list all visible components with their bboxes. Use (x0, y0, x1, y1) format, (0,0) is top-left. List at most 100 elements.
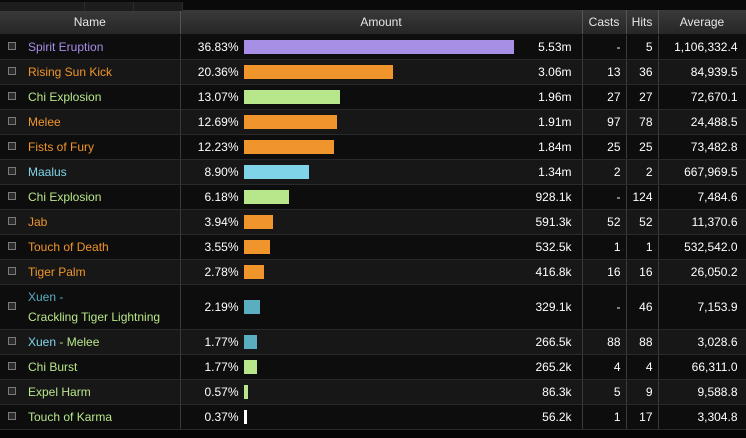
table-row[interactable]: Chi Explosion 13.07% 1.96m 27 27 72,670.1 (0, 84, 746, 110)
table-row[interactable]: Chi Burst 1.77% 265.2k 4 4 66,311.0 (0, 354, 746, 380)
damage-bar (243, 360, 257, 374)
table-row[interactable]: Tiger Palm 2.78% 416.8k 16 16 26,050.2 (0, 259, 746, 285)
ability-name-cell: Touch of Death (0, 234, 181, 260)
amount-cell: 0.37% 56.2k (180, 404, 583, 430)
column-header-casts[interactable]: Casts (582, 10, 627, 35)
ability-name-cell: Xuen - Melee (0, 329, 181, 355)
column-header-amount[interactable]: Amount (180, 10, 583, 35)
casts-value: 25 (582, 134, 627, 160)
expand-toggle-icon[interactable] (8, 67, 16, 75)
ability-name: Touch of Karma (28, 410, 113, 424)
average-value: 72,670.1 (658, 84, 746, 110)
expand-toggle-icon[interactable] (8, 337, 16, 345)
column-header-average[interactable]: Average (658, 10, 746, 35)
damage-bar (243, 300, 260, 314)
expand-toggle-icon[interactable] (8, 387, 16, 395)
expand-toggle-icon[interactable] (8, 412, 16, 420)
ability-name-cell: Xuen - Crackling Tiger Lightning (0, 284, 181, 330)
ability-name-cell: Touch of Karma (0, 404, 181, 430)
table-row[interactable]: Xuen - Melee 1.77% 266.5k 88 88 3,028.6 (0, 329, 746, 355)
expand-toggle-icon[interactable] (8, 362, 16, 370)
hits-value: 27 (626, 84, 659, 110)
average-value: 66,311.0 (658, 354, 746, 380)
expand-toggle-icon[interactable] (8, 192, 16, 200)
percent-value: 2.19% (204, 300, 239, 314)
percent-value: 12.23% (197, 140, 239, 154)
amount-cell: 36.83% 5.53m (180, 34, 583, 60)
ability-name: Expel Harm (28, 385, 91, 399)
damage-bar (243, 335, 257, 349)
casts-value: 1 (582, 404, 627, 430)
table-row[interactable]: Rising Sun Kick 20.36% 3.06m 13 36 84,939.5 (0, 59, 746, 85)
average-value: 1,106,332.4 (658, 34, 746, 60)
expand-toggle-icon[interactable] (8, 92, 16, 100)
expand-toggle-icon[interactable] (8, 242, 16, 250)
table-row[interactable]: Melee 12.69% 1.91m 97 78 24,488.5 (0, 109, 746, 135)
amount-value: 416.8k (535, 265, 572, 279)
percent-value: 0.57% (204, 385, 239, 399)
table-row[interactable]: Expel Harm 0.57% 86.3k 5 9 9,588.8 (0, 379, 746, 405)
percent-value: 12.69% (197, 115, 239, 129)
amount-value: 3.06m (538, 65, 572, 79)
ability-name-cell: Maalus (0, 159, 181, 185)
amount-value: 591.3k (535, 215, 572, 229)
hits-value: 5 (626, 34, 659, 60)
table-row[interactable]: Fists of Fury 12.23% 1.84m 25 25 73,482.8 (0, 134, 746, 160)
damage-bar (243, 165, 309, 179)
percent-value: 3.55% (204, 240, 239, 254)
table-row[interactable]: Touch of Death 3.55% 532.5k 1 1 532,542.0 (0, 234, 746, 260)
damage-bar (243, 385, 248, 399)
expand-toggle-icon[interactable] (8, 217, 16, 225)
table-row[interactable]: Chi Explosion 6.18% 928.1k -124 7,484.6 (0, 184, 746, 210)
amount-cell: 0.57% 86.3k (180, 379, 583, 405)
expand-toggle-icon[interactable] (8, 302, 16, 310)
expand-toggle-icon[interactable] (8, 42, 16, 50)
hits-value: 46 (626, 284, 659, 330)
column-header-hits[interactable]: Hits (626, 10, 659, 35)
expand-toggle-icon[interactable] (8, 117, 16, 125)
damage-bar (243, 65, 393, 79)
amount-value: 329.1k (535, 300, 572, 314)
table-row[interactable]: Maalus 8.90% 1.34m 2 2 667,969.5 (0, 159, 746, 185)
amount-cell: 20.36% 3.06m (180, 59, 583, 85)
casts-value: 27 (582, 84, 627, 110)
amount-cell: 1.77% 266.5k (180, 329, 583, 355)
average-value: 11,370.6 (658, 209, 746, 235)
casts-value: 52 (582, 209, 627, 235)
damage-bar (243, 215, 273, 229)
table-row[interactable]: Spirit Eruption 36.83% 5.53m -5 1,106,332.4 (0, 34, 746, 60)
casts-value: 97 (582, 109, 627, 135)
tab-strip-segment[interactable] (0, 2, 85, 11)
ability-name-cell: Fists of Fury (0, 134, 181, 160)
average-value: 3,028.6 (658, 329, 746, 355)
damage-bar (243, 115, 337, 129)
casts-value: 13 (582, 59, 627, 85)
table-row[interactable]: Jab 3.94% 591.3k 52 52 11,370.6 (0, 209, 746, 235)
damage-bar (243, 265, 264, 279)
amount-value: 5.53m (538, 40, 572, 54)
ability-name-spell: - Melee (56, 335, 100, 349)
table-row[interactable]: Touch of Karma 0.37% 56.2k 1 17 3,304.8 (0, 404, 746, 430)
amount-value: 265.2k (535, 360, 572, 374)
expand-toggle-icon[interactable] (8, 267, 16, 275)
expand-toggle-icon[interactable] (8, 142, 16, 150)
percent-value: 20.36% (197, 65, 239, 79)
expand-toggle-icon[interactable] (8, 167, 16, 175)
damage-bar (243, 240, 270, 254)
amount-cell: 12.23% 1.84m (180, 134, 583, 160)
amount-value: 928.1k (535, 190, 572, 204)
average-value: 73,482.8 (658, 134, 746, 160)
hits-value: 2 (626, 159, 659, 185)
column-header-name[interactable]: Name (0, 10, 181, 35)
percent-value: 1.77% (204, 360, 239, 374)
amount-value: 1.91m (538, 115, 572, 129)
hits-value: 4 (626, 354, 659, 380)
table-row[interactable]: Xuen - Crackling Tiger Lightning 2.19% 329.… (0, 284, 746, 330)
top-tab-strip (0, 0, 746, 11)
amount-cell: 3.94% 591.3k (180, 209, 583, 235)
hits-value: 17 (626, 404, 659, 430)
hits-value: 78 (626, 109, 659, 135)
tab-strip-segment[interactable] (85, 2, 134, 11)
amount-value: 532.5k (535, 240, 572, 254)
tab-strip-segment[interactable] (134, 2, 183, 11)
